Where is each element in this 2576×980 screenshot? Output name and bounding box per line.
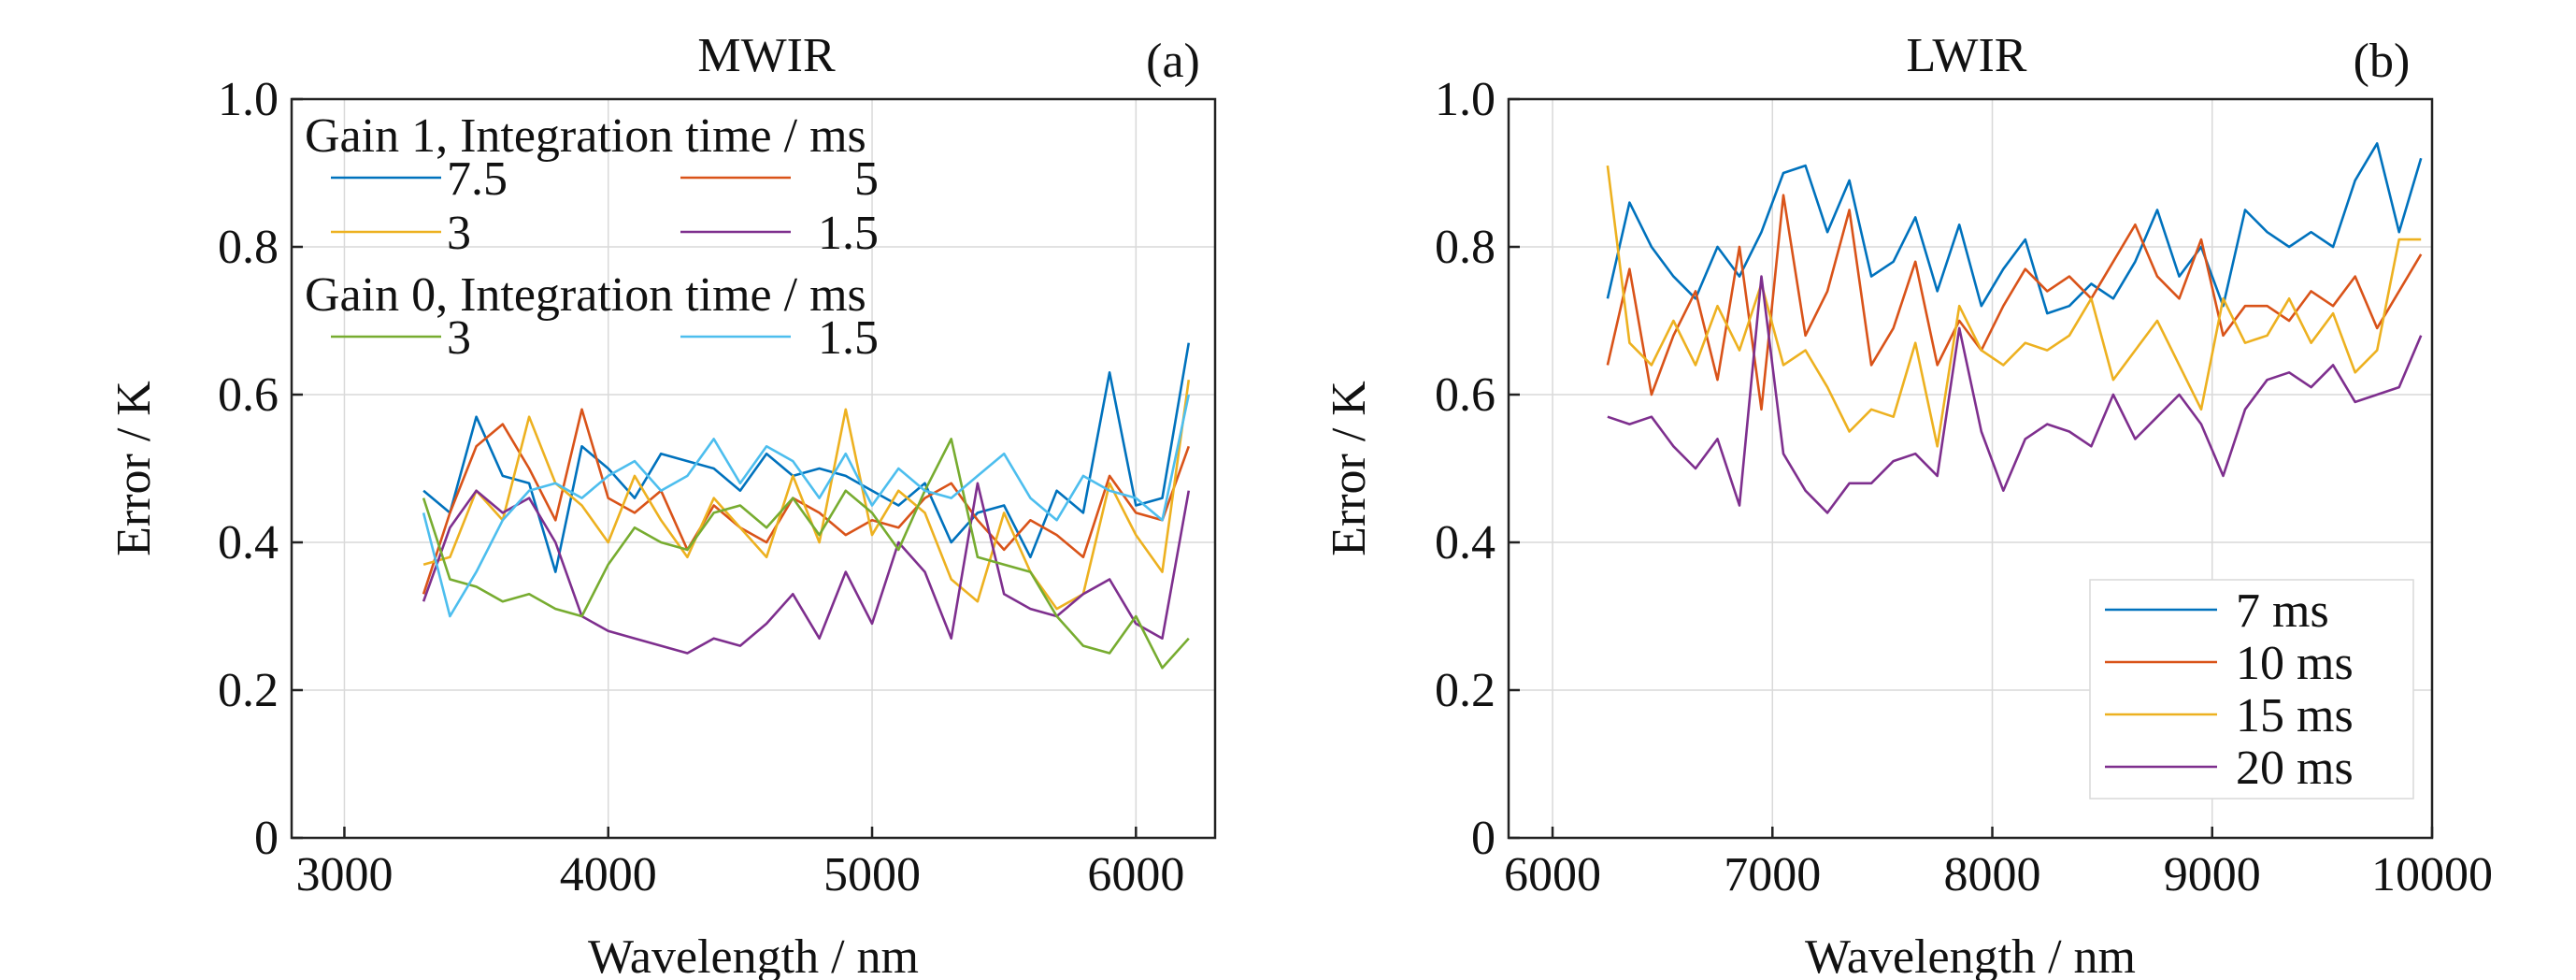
panel-a-y-tick-label: 0.2 xyxy=(218,664,279,717)
panel-a-label: (a) xyxy=(1146,35,1200,88)
legend-label-3: 1.5 xyxy=(818,207,879,260)
panel-a-series-line-5 xyxy=(422,394,1191,618)
legend-group-title-gain0: Gain 0, Integration time / ms xyxy=(305,268,866,322)
legend-group-title-gain1: Gain 1, Integration time / ms xyxy=(305,109,866,163)
legend-label-b-1: 10 ms xyxy=(2236,637,2354,690)
panel-a-x-tick-label: 3000 xyxy=(295,848,393,901)
panel-a-y-tick-label: 0 xyxy=(254,812,279,865)
legend-label-4: 3 xyxy=(447,311,471,365)
panel-a-axes-frame xyxy=(290,97,1217,840)
panel-b-series-line-1 xyxy=(1606,194,2423,411)
panel-a-series-line-0 xyxy=(422,342,1191,573)
panel-b-x-tick-label: 6000 xyxy=(1504,848,1601,901)
panel-b-x-tick-label: 8000 xyxy=(1944,848,2041,901)
panel-a-series-group xyxy=(422,342,1191,670)
legend-label-b-3: 20 ms xyxy=(2236,742,2354,795)
panel-b-series-group xyxy=(1606,142,2423,514)
chart-panel-a: 3000 4000 5000 6000 0 0.2 0.4 0.6 0.8 1.0 MWIR (a… xyxy=(107,29,1217,980)
panel-b-x-tick-label: 10000 xyxy=(2371,848,2493,901)
panel-b-series-line-2 xyxy=(1606,165,2422,448)
panel-a-y-tick-label: 0.4 xyxy=(218,516,279,569)
legend-label-5: 1.5 xyxy=(818,311,879,365)
panel-b-y-tick-label: 0.2 xyxy=(1435,664,1496,717)
panel-b-label: (b) xyxy=(2354,35,2411,88)
panel-a-y-tick-label: 1.0 xyxy=(218,73,279,126)
panel-b-title: LWIR xyxy=(1907,29,2027,82)
panel-b-y-tick-label: 0.4 xyxy=(1435,516,1496,569)
panel-a-x-tick-label: 6000 xyxy=(1087,848,1184,901)
panel-b-y-tick-label: 0 xyxy=(1471,812,1496,865)
panel-b-y-tick-label: 0.8 xyxy=(1435,221,1496,274)
panel-a-title: MWIR xyxy=(697,29,836,82)
panel-b-x-tick-label: 9000 xyxy=(2164,848,2261,901)
panel-a-y-tick-label: 0.8 xyxy=(218,221,279,274)
panel-a-series-line-3 xyxy=(422,482,1191,655)
panel-b-y-tick-label: 1.0 xyxy=(1435,73,1496,126)
panel-a-legend-entries: 7.5 5 3 1.5 3 1.5 xyxy=(331,152,879,365)
panel-a-grid xyxy=(292,99,1215,838)
chart-panel-b: 6000 7000 8000 9000 10000 0 0.2 0.4 0.6 0.8 1.0 LW… xyxy=(1323,29,2493,980)
panel-a-x-tick-label: 4000 xyxy=(560,848,657,901)
panel-a-legend: Gain 1, Integration time / ms Gain 0, In… xyxy=(305,109,879,365)
panel-a-x-tick-label: 5000 xyxy=(823,848,921,901)
panel-b-y-axis-label: Error / K xyxy=(1323,381,1376,556)
panel-a-y-tick-label: 0.6 xyxy=(218,368,279,422)
panel-b-x-tick-label: 7000 xyxy=(1724,848,1821,901)
panel-b-legend-box xyxy=(2089,579,2414,800)
panel-a-ticks: 3000 4000 5000 6000 0 0.2 0.4 0.6 0.8 1.0 xyxy=(218,73,1184,901)
legend-label-b-2: 15 ms xyxy=(2236,689,2354,742)
legend-label-b-0: 7 ms xyxy=(2236,584,2329,638)
panel-a-series-line-1 xyxy=(422,408,1191,595)
panel-b-y-tick-label: 0.6 xyxy=(1435,368,1496,422)
panel-b-axes-frame xyxy=(1507,97,2434,840)
panel-b-x-axis-label: Wavelength / nm xyxy=(1805,930,2136,980)
legend-label-0: 7.5 xyxy=(447,152,508,206)
panel-a-y-axis-label: Error / K xyxy=(107,381,161,556)
legend-label-1: 5 xyxy=(854,152,879,206)
panel-a-x-axis-label: Wavelength / nm xyxy=(588,930,919,980)
legend-label-2: 3 xyxy=(447,207,471,260)
panel-b-ticks: 6000 7000 8000 9000 10000 0 0.2 0.4 0.6 0.8 1.0 xyxy=(1435,73,2493,901)
panel-a-series-line-2 xyxy=(422,380,1191,611)
panel-a-series-line-4 xyxy=(422,438,1190,670)
panel-b-series-line-3 xyxy=(1607,275,2423,514)
